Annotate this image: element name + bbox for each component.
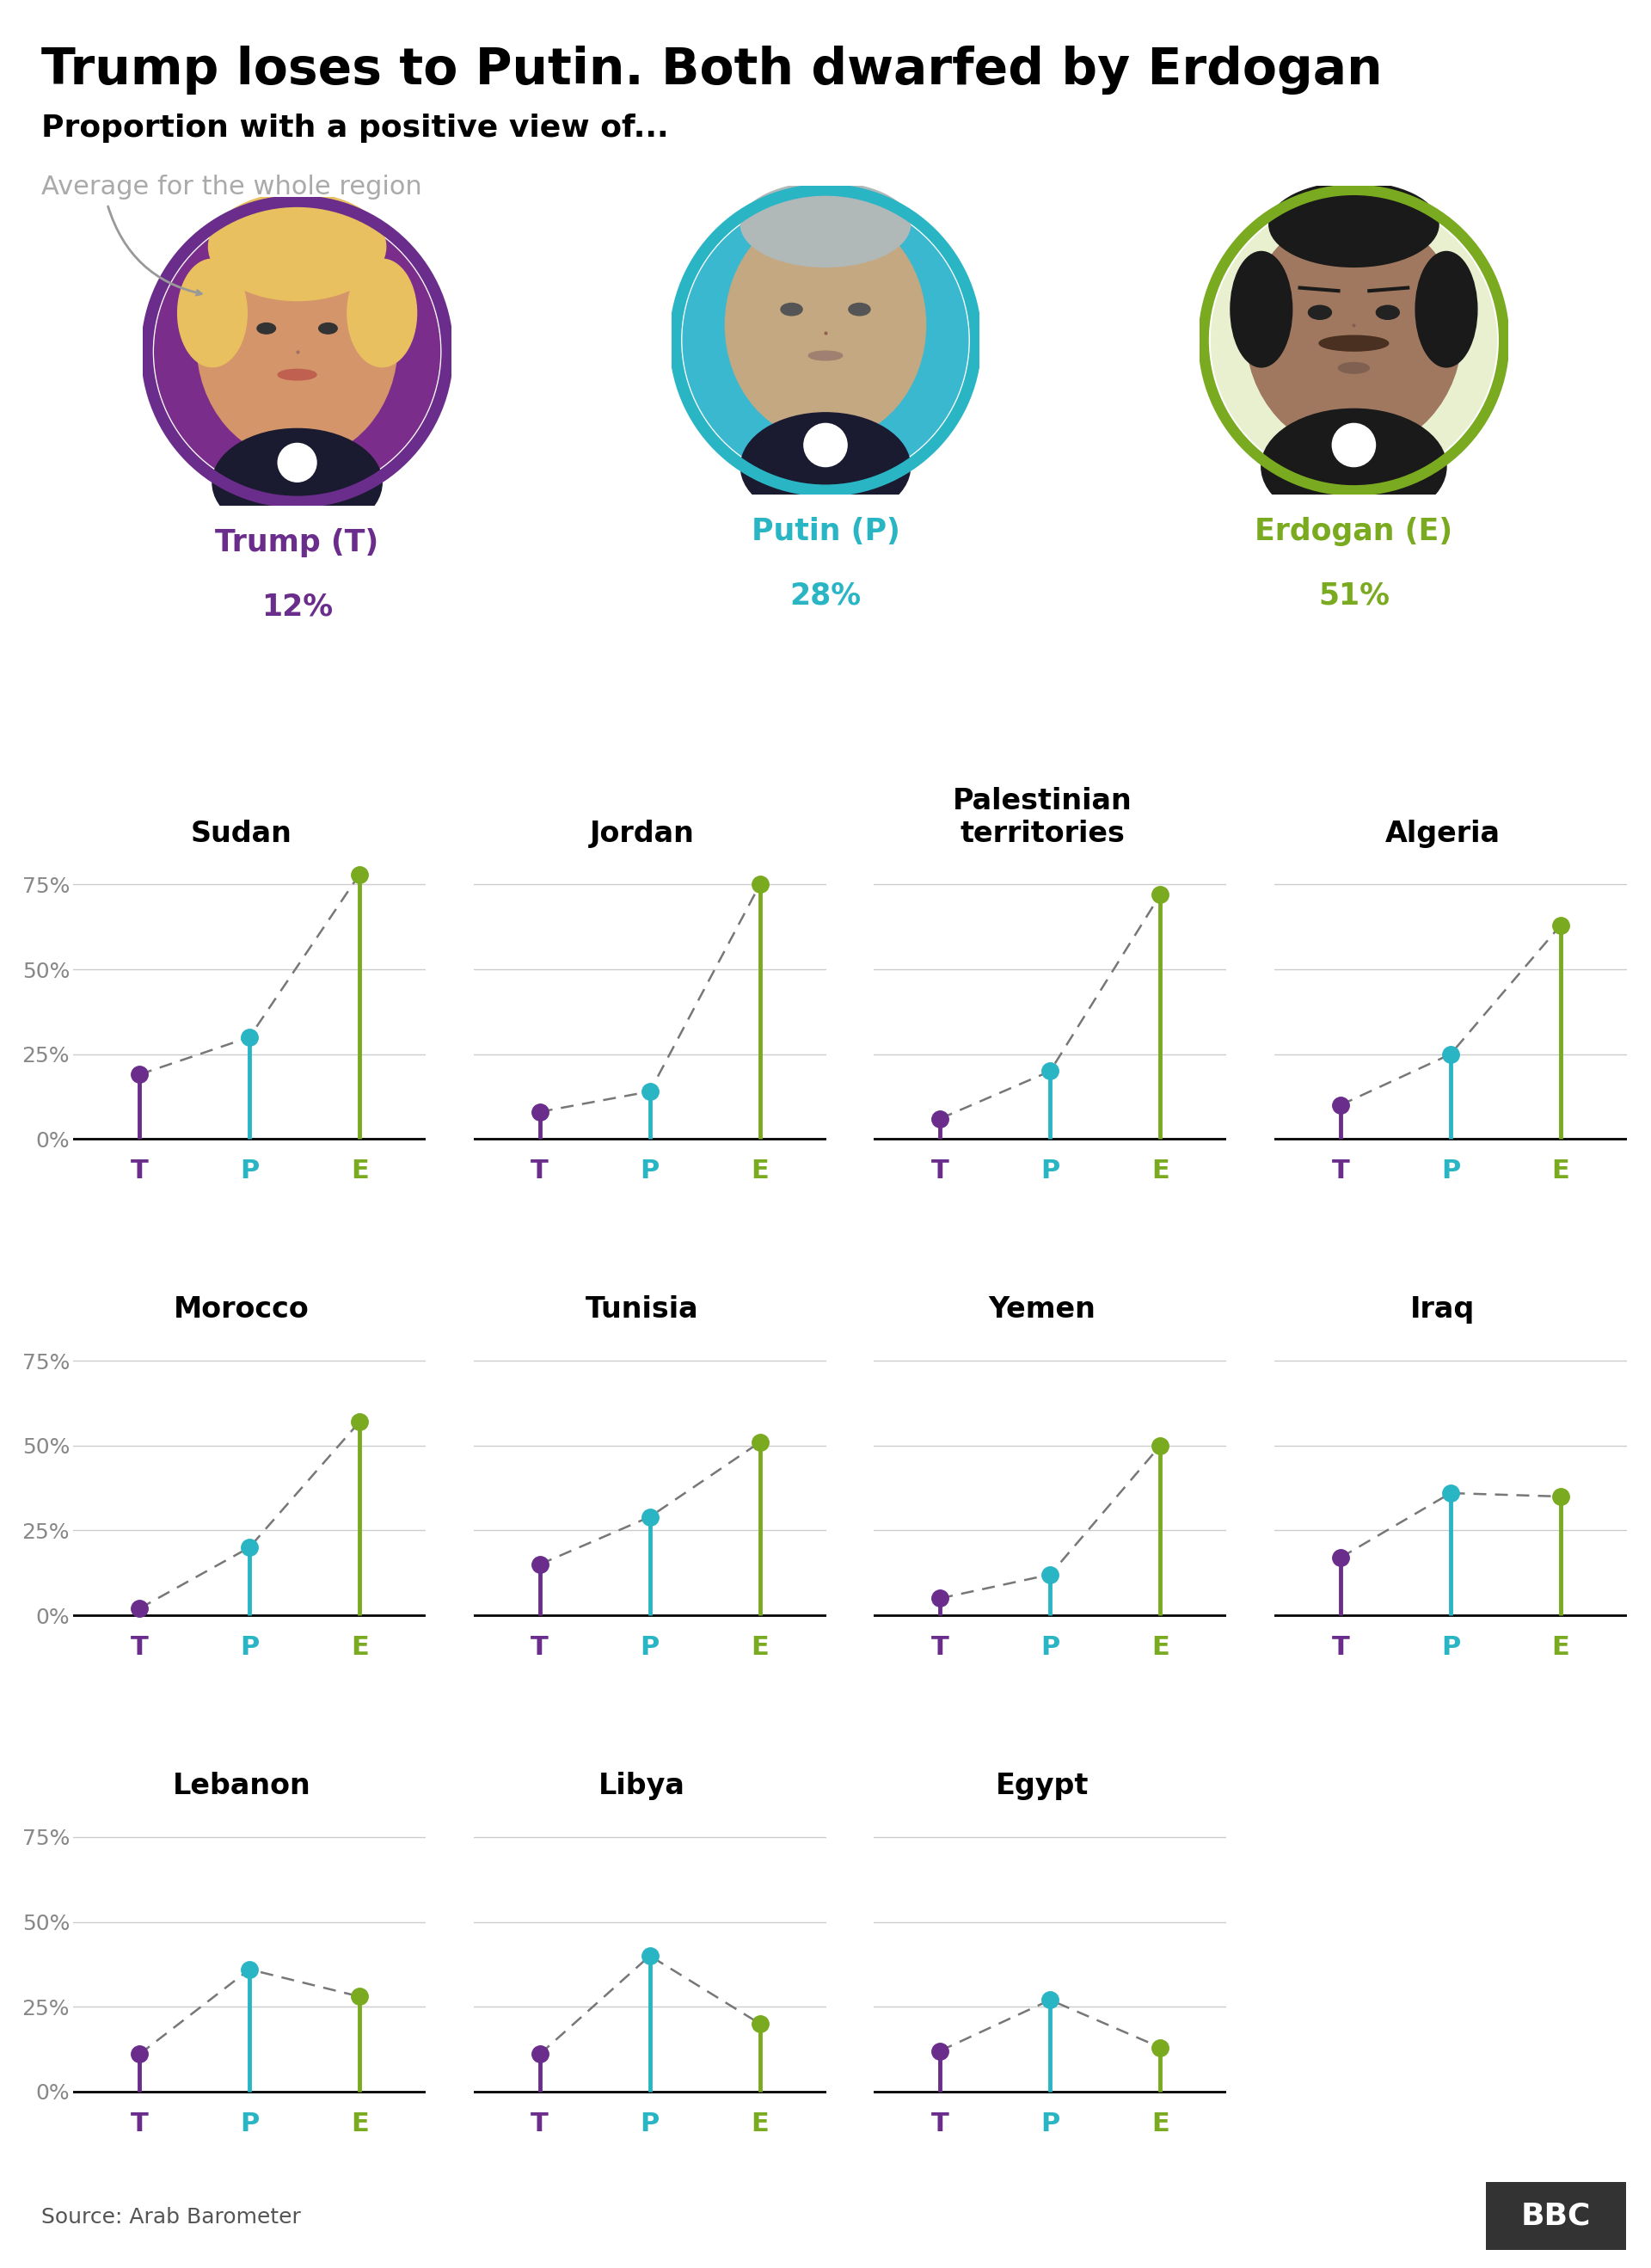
Text: Average for the whole region: Average for the whole region xyxy=(41,175,423,200)
Ellipse shape xyxy=(1332,424,1375,467)
Text: Erdogan (E): Erdogan (E) xyxy=(1255,517,1453,547)
Text: Morocco: Morocco xyxy=(173,1295,309,1325)
Text: Proportion with a positive view of...: Proportion with a positive view of... xyxy=(41,113,669,143)
Ellipse shape xyxy=(178,259,248,367)
Ellipse shape xyxy=(213,429,381,538)
Ellipse shape xyxy=(741,413,910,522)
Text: Lebanon: Lebanon xyxy=(172,1771,310,1801)
Text: Trump (T): Trump (T) xyxy=(215,528,380,558)
Ellipse shape xyxy=(1319,336,1388,352)
Text: 51%: 51% xyxy=(1317,581,1390,610)
Ellipse shape xyxy=(347,259,416,367)
Text: BBC: BBC xyxy=(1521,2202,1592,2229)
Ellipse shape xyxy=(809,352,842,361)
Ellipse shape xyxy=(1339,363,1369,374)
Text: Trump loses to Putin. Both dwarfed by Erdogan: Trump loses to Putin. Both dwarfed by Er… xyxy=(41,45,1382,95)
Text: Iraq: Iraq xyxy=(1410,1295,1474,1325)
Ellipse shape xyxy=(196,229,398,460)
Text: Libya: Libya xyxy=(598,1771,685,1801)
Text: Tunisia: Tunisia xyxy=(584,1295,698,1325)
Ellipse shape xyxy=(319,322,337,333)
Ellipse shape xyxy=(1415,252,1478,367)
Text: Algeria: Algeria xyxy=(1385,819,1501,848)
Ellipse shape xyxy=(804,424,847,467)
Text: Yemen: Yemen xyxy=(989,1295,1096,1325)
Text: 12%: 12% xyxy=(261,592,334,621)
Ellipse shape xyxy=(1212,197,1496,483)
Ellipse shape xyxy=(1308,306,1331,320)
FancyBboxPatch shape xyxy=(1486,2182,1626,2250)
Text: Putin (P): Putin (P) xyxy=(751,517,900,547)
Ellipse shape xyxy=(1230,252,1293,367)
Text: Egypt: Egypt xyxy=(996,1771,1088,1801)
Ellipse shape xyxy=(258,322,276,333)
Ellipse shape xyxy=(155,209,439,494)
Ellipse shape xyxy=(277,442,317,481)
Ellipse shape xyxy=(781,304,802,315)
Text: Source: Arab Barometer: Source: Arab Barometer xyxy=(41,2207,300,2227)
Ellipse shape xyxy=(1261,408,1446,524)
Text: Palestinian
territories: Palestinian territories xyxy=(953,787,1133,848)
Ellipse shape xyxy=(1377,306,1400,320)
Ellipse shape xyxy=(277,370,317,381)
Ellipse shape xyxy=(1270,181,1438,268)
Ellipse shape xyxy=(684,197,967,483)
Ellipse shape xyxy=(849,304,870,315)
Ellipse shape xyxy=(1247,213,1461,451)
Text: Jordan: Jordan xyxy=(589,819,693,848)
Ellipse shape xyxy=(208,193,386,302)
Ellipse shape xyxy=(725,209,926,440)
Text: Sudan: Sudan xyxy=(192,819,292,848)
Ellipse shape xyxy=(741,181,910,268)
Text: 28%: 28% xyxy=(789,581,862,610)
